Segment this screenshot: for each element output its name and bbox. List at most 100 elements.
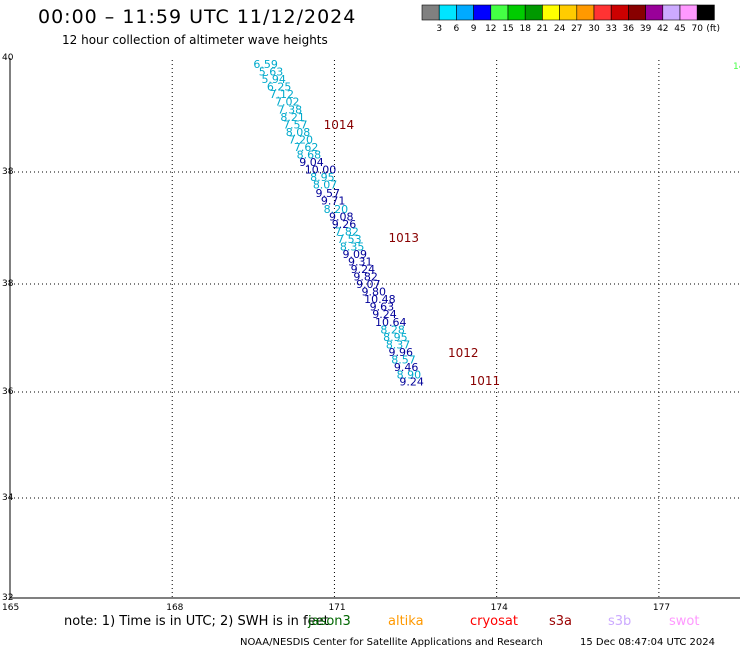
pressure-annotation: 1013 [389, 231, 420, 245]
wave-height-label: 9.31 [348, 256, 373, 269]
wave-height-label: 7.57 [283, 118, 308, 131]
wave-height-label: 8.90 [397, 368, 422, 381]
legend-label: 33 [605, 24, 616, 34]
legend-label: 18 [519, 24, 531, 34]
legend-swatch [576, 4, 595, 21]
pressure-annotation: 1014 [324, 118, 355, 132]
legend-swatch [559, 4, 578, 21]
legend-swatch [593, 4, 612, 21]
legend-swatch [628, 4, 646, 21]
x-tick-label: 174 [491, 603, 508, 613]
wave-height-label: 7.02 [275, 96, 300, 109]
legend-label: 30 [588, 24, 600, 34]
wave-height-label: 7.38 [278, 103, 303, 116]
satellite-legend-item: jason3 [307, 614, 351, 629]
wave-height-label: 7.82 [334, 225, 359, 238]
wave-height-label: 9.08 [329, 210, 354, 223]
wave-height-label: 9.71 [321, 195, 346, 208]
legend-swatch [473, 4, 492, 21]
wave-height-label: 8.08 [286, 126, 311, 139]
legend-swatch [542, 4, 560, 21]
legend-label: 36 [623, 24, 635, 34]
pressure-annotation: 1012 [448, 346, 479, 360]
legend-swatch [438, 4, 457, 21]
legend-label: 70 [691, 24, 703, 34]
wave-height-label: 8.35 [340, 240, 365, 253]
legend-label: 12 [485, 24, 496, 34]
wave-height-label: 9.82 [353, 271, 378, 284]
wave-height-label: 9.63 [370, 301, 395, 314]
legend-label: 21 [537, 24, 548, 34]
legend-swatch [456, 4, 474, 21]
x-tick-label: 171 [328, 603, 345, 613]
legend-label: 42 [657, 24, 668, 34]
wave-height-label: 10.00 [305, 164, 337, 177]
y-tick-label: 38 [2, 279, 14, 289]
wave-height-label: 9.57 [316, 187, 341, 200]
wave-height-label: 9.96 [389, 346, 414, 359]
legend-swatch [679, 4, 698, 21]
wave-height-label: 9.26 [332, 218, 357, 231]
wave-height-label: 7.53 [337, 233, 362, 246]
wave-height-label: 10.64 [375, 316, 407, 329]
legend-swatch [645, 4, 664, 21]
wave-height-label: 7.12 [270, 88, 295, 101]
footer-note: note: 1) Time is in UTC; 2) SWH is in fe… [64, 614, 329, 629]
satellite-legend-item: swot [669, 614, 699, 629]
page-subtitle: 12 hour collection of altimeter wave hei… [62, 33, 328, 47]
satellite-legend-item: altika [388, 614, 424, 629]
legend-label: 15 [502, 24, 513, 34]
legend-label: 9 [471, 24, 477, 34]
wave-height-label: 8.07 [313, 179, 338, 192]
y-tick-label: 40 [2, 53, 14, 63]
wave-height-label: 9.07 [356, 278, 381, 291]
satellite-legend-item: s3a [549, 614, 572, 629]
wave-height-label: 6.25 [267, 81, 292, 94]
legend-unit: (ft) [706, 24, 720, 34]
pressure-annotation: 1011 [470, 374, 501, 388]
wave-height-label: 9.24 [399, 375, 424, 388]
x-tick-label: 177 [653, 603, 670, 613]
y-tick-label: 34 [2, 493, 14, 503]
footer-timestamp: 15 Dec 08:47:04 UTC 2024 [580, 637, 715, 648]
legend-swatch [662, 4, 681, 21]
wave-height-label: 5.63 [259, 66, 284, 79]
wave-height-label: 8.37 [386, 338, 411, 351]
wave-height-label: 8.95 [383, 331, 408, 344]
wave-height-label: 7.20 [288, 133, 313, 146]
footer-credit: NOAA/NESDIS Center for Satellite Applica… [240, 637, 543, 648]
y-tick-label: 32 [2, 593, 13, 603]
legend-label: 3 [436, 24, 442, 34]
wave-height-label: 7.62 [294, 141, 319, 154]
legend-swatch [490, 4, 509, 21]
legend-swatch [507, 4, 526, 21]
wave-height-label: 8.21 [280, 111, 305, 124]
legend-label: 24 [554, 24, 566, 34]
wave-height-label: 8.20 [324, 203, 349, 216]
legend-swatch [696, 4, 715, 21]
satellite-legend-item: cryosat [470, 614, 518, 629]
legend-swatch [610, 4, 629, 21]
legend-label: 45 [674, 24, 685, 34]
edge-value-label: 14 [733, 62, 740, 72]
legend-label: 6 [454, 24, 460, 34]
wave-height-label: 9.80 [361, 286, 386, 299]
wave-height-label: 8.28 [380, 323, 405, 336]
wave-height-label: 5.94 [261, 73, 286, 86]
wave-height-label: 8.95 [310, 171, 335, 184]
satellite-legend-item: s3b [608, 614, 631, 629]
page-title: 00:00 – 11:59 UTC 11/12/2024 [38, 6, 357, 28]
legend-swatch [421, 4, 440, 21]
y-tick-label: 38 [2, 167, 14, 177]
wave-height-label: 8.68 [297, 148, 322, 161]
wave-height-label: 8.57 [391, 353, 416, 366]
legend-swatch [524, 4, 543, 21]
legend-label: 27 [571, 24, 582, 34]
wave-height-label: 6.59 [253, 58, 277, 71]
x-tick-label: 168 [166, 603, 183, 613]
wave-height-label: 9.46 [394, 361, 419, 374]
wave-height-label: 10.48 [364, 293, 396, 306]
wave-height-label: 9.04 [299, 156, 324, 169]
